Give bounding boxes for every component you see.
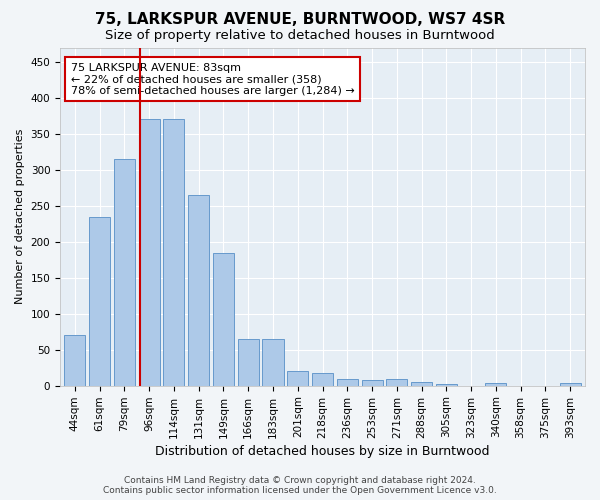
Bar [213,252,234,386]
Bar [238,339,259,386]
Text: Contains HM Land Registry data © Crown copyright and database right 2024.
Contai: Contains HM Land Registry data © Crown c… [103,476,497,495]
Bar [139,120,160,386]
Bar [436,384,457,386]
Bar [560,383,581,386]
Y-axis label: Number of detached properties: Number of detached properties [15,129,25,304]
Text: 75, LARKSPUR AVENUE, BURNTWOOD, WS7 4SR: 75, LARKSPUR AVENUE, BURNTWOOD, WS7 4SR [95,12,505,28]
Bar [362,380,383,386]
Bar [386,379,407,386]
Bar [64,336,85,386]
Bar [287,372,308,386]
Bar [485,383,506,386]
Bar [262,339,284,386]
Text: Size of property relative to detached houses in Burntwood: Size of property relative to detached ho… [105,29,495,42]
Bar [337,378,358,386]
Bar [312,373,333,386]
Text: 75 LARKSPUR AVENUE: 83sqm
← 22% of detached houses are smaller (358)
78% of semi: 75 LARKSPUR AVENUE: 83sqm ← 22% of detac… [71,62,354,96]
Bar [188,195,209,386]
Bar [411,382,432,386]
X-axis label: Distribution of detached houses by size in Burntwood: Distribution of detached houses by size … [155,444,490,458]
Bar [89,216,110,386]
Bar [114,159,135,386]
Bar [163,120,184,386]
